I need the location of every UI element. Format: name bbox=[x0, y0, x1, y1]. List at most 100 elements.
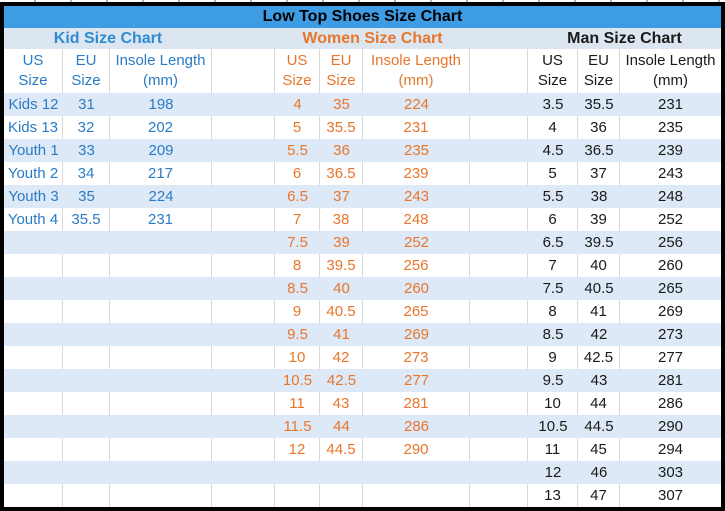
cell-women-us: 9 bbox=[275, 300, 320, 323]
cell-spacer-1 bbox=[212, 231, 275, 254]
cell-women-us: 7 bbox=[275, 208, 320, 231]
cell-spacer-2 bbox=[470, 369, 528, 392]
cell-spacer-1 bbox=[212, 139, 275, 162]
cell-kid-eu bbox=[63, 369, 110, 392]
cell-man-insole: 303 bbox=[620, 461, 721, 484]
cell-kid-eu: 35 bbox=[63, 185, 110, 208]
cell-women-eu: 43 bbox=[320, 392, 363, 415]
cell-women-insole bbox=[363, 461, 470, 484]
cell-man-eu: 39.5 bbox=[578, 231, 620, 254]
cell-kid-insole: 209 bbox=[110, 139, 212, 162]
size-chart-grid: Low Top Shoes Size Chart Kid Size Chart … bbox=[4, 6, 721, 507]
cell-kid-us: Youth 2 bbox=[4, 162, 63, 185]
cell-man-us: 7 bbox=[528, 254, 578, 277]
cell-kid-insole bbox=[110, 346, 212, 369]
cell-women-us: 4 bbox=[275, 93, 320, 116]
cell-spacer-1 bbox=[212, 438, 275, 461]
cell-kid-eu bbox=[63, 415, 110, 438]
cell-women-us bbox=[275, 461, 320, 484]
cell-women-insole: 290 bbox=[363, 438, 470, 461]
cell-man-eu: 44 bbox=[578, 392, 620, 415]
cell-spacer-2 bbox=[470, 277, 528, 300]
cell-man-eu: 42.5 bbox=[578, 346, 620, 369]
cell-man-insole: 235 bbox=[657, 119, 684, 136]
cell-man-eu: 44.5 bbox=[578, 415, 620, 438]
cell-spacer-2 bbox=[470, 254, 528, 277]
cell-man-us: 4 bbox=[528, 116, 578, 139]
cell-kid-us bbox=[4, 277, 63, 300]
cell-man-insole: 256 bbox=[620, 231, 721, 254]
cell-man-insole: 286 bbox=[657, 395, 684, 412]
col-header-kid-us: US Size bbox=[4, 49, 63, 93]
cell-kid-us: Kids 13 bbox=[4, 116, 63, 139]
cell-women-eu: 42.5 bbox=[320, 369, 363, 392]
cell-man-eu: 35.5 bbox=[578, 93, 620, 116]
cell-kid-eu: 35.5 bbox=[63, 208, 110, 231]
cell-women-insole: 265 bbox=[363, 300, 470, 323]
cell-women-eu bbox=[320, 461, 363, 484]
cell-man-us: 8 bbox=[528, 300, 578, 323]
col-header-spacer-2 bbox=[470, 49, 528, 93]
cell-kid-us bbox=[4, 438, 63, 461]
col-header-man-eu: EU Size bbox=[578, 49, 620, 93]
cell-women-eu: 44.5 bbox=[320, 438, 363, 461]
cell-women-eu: 38 bbox=[320, 208, 363, 231]
cell-man-eu: 40.5 bbox=[578, 277, 620, 300]
cell-kid-insole: 198 bbox=[110, 93, 212, 116]
cell-kid-us: Youth 1 bbox=[4, 139, 63, 162]
col-header-man-us: US Size bbox=[528, 49, 578, 93]
cell-kid-insole: 202 bbox=[110, 116, 212, 139]
cell-man-us: 8.5 bbox=[528, 323, 578, 346]
cell-women-eu: 36 bbox=[320, 139, 363, 162]
cell-man-insole: 277 bbox=[657, 349, 684, 366]
cell-spacer-2 bbox=[470, 208, 528, 231]
cell-kid-insole bbox=[110, 231, 212, 254]
cell-man-eu: 46 bbox=[578, 461, 620, 484]
cell-kid-insole: 217 bbox=[110, 162, 212, 185]
cell-kid-eu: 34 bbox=[63, 162, 110, 185]
cell-kid-insole bbox=[110, 484, 212, 507]
cell-kid-insole bbox=[110, 461, 212, 484]
cell-women-eu: 35 bbox=[320, 93, 363, 116]
cell-man-us: 4.5 bbox=[528, 139, 578, 162]
cell-women-insole: 239 bbox=[363, 162, 470, 185]
cell-kid-eu: 33 bbox=[63, 139, 110, 162]
cell-man-us: 5.5 bbox=[528, 185, 578, 208]
col-header-man-insole: Insole Length (mm) bbox=[620, 49, 721, 93]
cell-women-us: 12 bbox=[275, 438, 320, 461]
cell-women-us: 11.5 bbox=[275, 415, 320, 438]
cell-kid-eu bbox=[63, 461, 110, 484]
cell-man-eu: 47 bbox=[578, 484, 620, 507]
cell-women-us: 5 bbox=[275, 116, 320, 139]
cell-kid-us: Youth 4 bbox=[4, 208, 63, 231]
cell-spacer-1 bbox=[212, 369, 275, 392]
cell-women-eu: 39.5 bbox=[320, 254, 363, 277]
cell-women-us: 8 bbox=[275, 254, 320, 277]
cell-spacer-1 bbox=[212, 208, 275, 231]
cell-spacer-2 bbox=[470, 415, 528, 438]
cell-kid-insole: 224 bbox=[110, 185, 212, 208]
cell-spacer-1 bbox=[212, 162, 275, 185]
cell-spacer-2 bbox=[470, 438, 528, 461]
cell-kid-us bbox=[4, 461, 63, 484]
cell-spacer-1 bbox=[212, 277, 275, 300]
cell-man-us: 9 bbox=[528, 346, 578, 369]
cell-kid-us bbox=[4, 254, 63, 277]
cell-man-eu: 41 bbox=[578, 300, 620, 323]
cell-kid-eu bbox=[63, 277, 110, 300]
cell-man-insole: 265 bbox=[620, 277, 721, 300]
cell-man-us: 3.5 bbox=[528, 93, 578, 116]
cell-women-us: 7.5 bbox=[275, 231, 320, 254]
cell-spacer-1 bbox=[212, 484, 275, 507]
cell-women-eu: 42 bbox=[320, 346, 363, 369]
cell-spacer-2 bbox=[470, 346, 528, 369]
cell-women-us bbox=[275, 484, 320, 507]
cell-kid-us bbox=[4, 392, 63, 415]
cell-kid-us: Youth 3 bbox=[4, 185, 63, 208]
cell-spacer-1 bbox=[212, 461, 275, 484]
section-spacer-1 bbox=[212, 28, 275, 49]
cell-kid-eu bbox=[63, 231, 110, 254]
cell-spacer-2 bbox=[470, 231, 528, 254]
cell-kid-insole bbox=[110, 392, 212, 415]
